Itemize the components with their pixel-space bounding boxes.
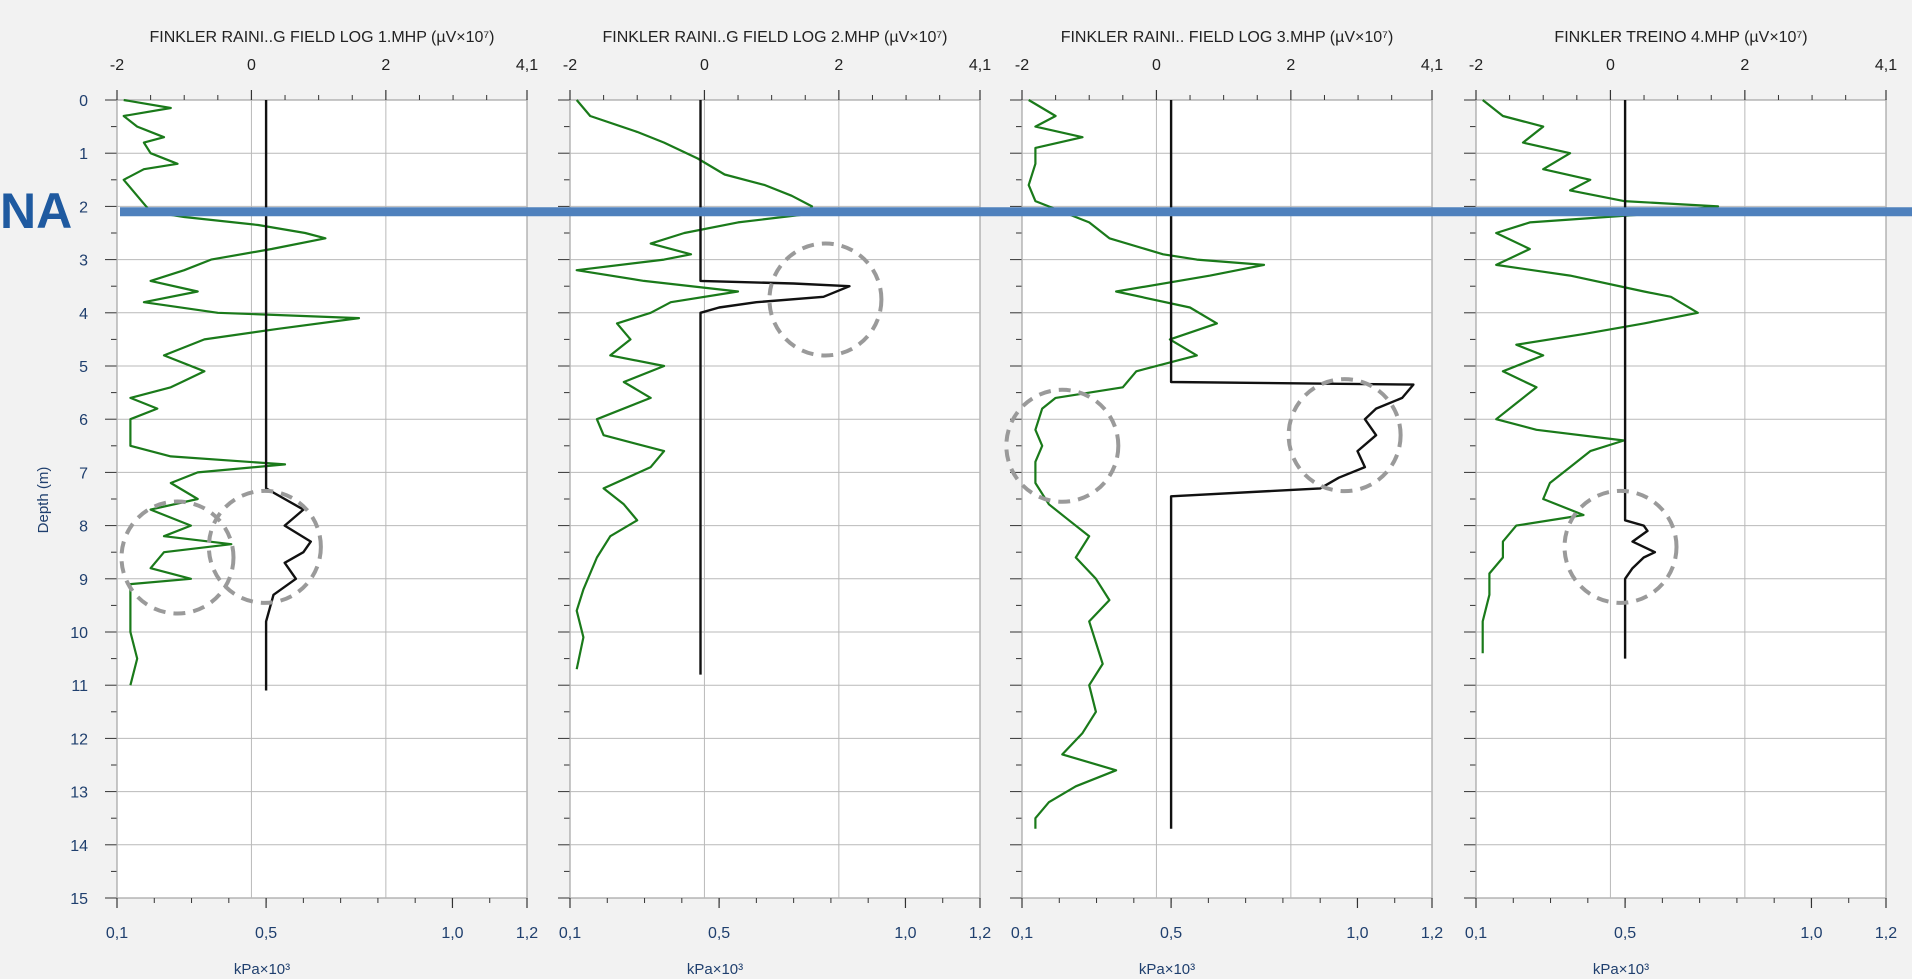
depth-tick-label: 0: [79, 93, 88, 110]
log-panel-4: FINKLER TREINO 4.MHP (µV×10⁷) -2 0 2 4,1 0,1 0…: [1464, 29, 1897, 978]
top-axis-tick-label: 2: [381, 57, 390, 74]
bottom-axis-tick-label: 1,0: [1346, 925, 1368, 942]
top-axis-tick-label: 4,1: [1875, 57, 1897, 74]
bottom-axis-tick-label: 0,5: [1614, 925, 1636, 942]
bottom-axis-tick-label: 1,0: [441, 925, 463, 942]
bottom-axis-tick-label: 0,1: [106, 925, 128, 942]
bottom-axis-unit: kPa×10³: [1139, 961, 1195, 978]
depth-tick-label: 10: [70, 625, 88, 642]
bottom-axis-tick-label: 0,1: [1465, 925, 1487, 942]
top-axis-tick-label: 0: [1152, 57, 1161, 74]
top-axis-tick-label: 2: [834, 57, 843, 74]
top-axis-tick-label: 2: [1740, 57, 1749, 74]
water-level-label: NA: [0, 183, 72, 239]
depth-tick-label: 7: [79, 465, 88, 482]
highlight-circle-marker: [767, 241, 884, 358]
bottom-axis-tick-label: 0,1: [559, 925, 581, 942]
bottom-axis-unit: kPa×10³: [687, 961, 743, 978]
highlight-circle-marker: [119, 499, 236, 616]
log-panel-1: FINKLER RAINI..G FIELD LOG 1.MHP (µV×10⁷…: [105, 29, 538, 978]
top-axis-tick-label: 0: [247, 57, 256, 74]
bottom-axis-unit: kPa×10³: [1593, 961, 1649, 978]
highlight-circle-marker: [1286, 377, 1403, 494]
depth-tick-label: 8: [79, 519, 88, 536]
bottom-axis-unit: kPa×10³: [234, 961, 290, 978]
depth-tick-label: 4: [79, 306, 88, 323]
panel-frame: [1021, 99, 1433, 899]
bottom-axis-tick-label: 1,2: [969, 925, 991, 942]
conductivity-series-line: [575, 99, 814, 670]
bottom-axis-tick-label: 0,5: [255, 925, 277, 942]
panel-frame: [116, 99, 528, 899]
depth-tick-label: 15: [70, 891, 88, 908]
depth-tick-label: 5: [79, 359, 88, 376]
pressure-series-line: [264, 100, 312, 691]
panel-frame: [1475, 99, 1887, 899]
top-axis-tick-label: 4,1: [516, 57, 538, 74]
depth-tick-label: 2: [79, 199, 88, 216]
depth-tick-label: 6: [79, 412, 88, 429]
pressure-series-line: [699, 100, 851, 675]
depth-tick-label: 9: [79, 572, 88, 589]
panel-frame: [569, 99, 981, 899]
highlight-circle-marker: [1562, 488, 1679, 605]
log-panel-2: FINKLER RAINI..G FIELD LOG 2.MHP (µV×10⁷…: [558, 29, 991, 978]
top-axis-tick-label: -2: [110, 57, 124, 74]
depth-tick-label: 3: [79, 253, 88, 270]
bottom-axis-tick-label: 0,5: [1160, 925, 1182, 942]
highlight-circle-marker: [206, 488, 323, 605]
highlight-circle-marker: [1004, 387, 1121, 504]
bottom-axis-tick-label: 0,1: [1011, 925, 1033, 942]
depth-tick-label: 12: [70, 731, 88, 748]
depth-tick-label: 14: [70, 838, 88, 855]
top-axis-tick-label: 0: [700, 57, 709, 74]
panel-title: FINKLER RAINI..G FIELD LOG 2.MHP (µV×10⁷…: [602, 29, 947, 46]
depth-tick-label: 1: [79, 146, 88, 163]
bottom-axis-tick-label: 0,5: [708, 925, 730, 942]
bottom-axis-tick-label: 1,2: [1875, 925, 1897, 942]
depth-tick-label: 11: [71, 678, 88, 695]
log-panel-3: FINKLER RAINI.. FIELD LOG 3.MHP (µV×10⁷)…: [1004, 29, 1443, 978]
panel-title: FINKLER RAINI..G FIELD LOG 1.MHP (µV×10⁷…: [149, 29, 494, 46]
top-axis-tick-label: 0: [1606, 57, 1615, 74]
bottom-axis-tick-label: 1,0: [1800, 925, 1822, 942]
top-axis-tick-label: -2: [563, 57, 577, 74]
bottom-axis-tick-label: 1,0: [894, 925, 916, 942]
pressure-series-line: [1623, 100, 1657, 659]
top-axis-tick-label: -2: [1015, 57, 1029, 74]
panel-title: FINKLER RAINI.. FIELD LOG 3.MHP (µV×10⁷): [1061, 29, 1394, 46]
pressure-series-line: [1169, 100, 1415, 829]
y-axis-label: Depth (m): [35, 467, 52, 534]
depth-tick-label: 13: [70, 785, 88, 802]
bottom-axis-tick-label: 1,2: [1421, 925, 1443, 942]
top-axis-tick-label: 4,1: [969, 57, 991, 74]
top-axis-tick-label: 2: [1286, 57, 1295, 74]
panel-title: FINKLER TREINO 4.MHP (µV×10⁷): [1554, 29, 1807, 46]
conductivity-series-line: [122, 98, 361, 686]
top-axis-tick-label: 4,1: [1421, 57, 1443, 74]
bottom-axis-tick-label: 1,2: [516, 925, 538, 942]
top-axis-tick-label: -2: [1469, 57, 1483, 74]
